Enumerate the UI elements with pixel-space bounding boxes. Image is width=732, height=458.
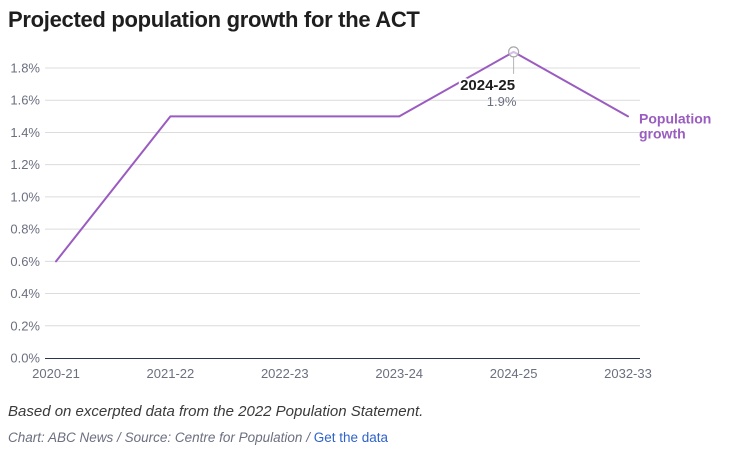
series-label-line: Population	[639, 110, 711, 126]
y-tick-label: 0.0%	[10, 351, 40, 366]
y-tick-label: 1.0%	[10, 189, 40, 204]
x-axis-ticks: 2020-21 2021-22 2022-23 2023-24 2024-25 2032-…	[32, 366, 652, 381]
x-tick-label: 2021-22	[147, 366, 195, 381]
series-population-growth: Population growth	[55, 50, 711, 263]
y-tick-label: 1.8%	[10, 61, 40, 76]
credit-separator: /	[306, 430, 310, 445]
x-tick-label: 2023-24	[375, 366, 423, 381]
annotation-period-halo: 2024-25	[460, 77, 515, 94]
series-label-line: growth	[639, 125, 686, 141]
x-tick-label: 2022-23	[261, 366, 309, 381]
line-chart: 0.0% 0.2% 0.4% 0.6% 0.8% 1.0% 1.2% 1.4% 1.6% 1.8%…	[10, 46, 711, 381]
get-the-data-link[interactable]: Get the data	[313, 430, 389, 445]
x-tick-label: 2024-25	[490, 366, 538, 381]
credit-chart-by: Chart: ABC News	[8, 430, 114, 445]
x-tick-label: 2032-33	[604, 366, 652, 381]
gridlines	[45, 67, 640, 327]
series-line	[55, 50, 629, 263]
y-tick-label: 0.4%	[10, 286, 40, 301]
credit-source: Source: Centre for Population	[124, 430, 303, 445]
series-label: Population growth	[639, 110, 711, 141]
annotation-value: 1.9%	[487, 94, 517, 109]
y-tick-label: 0.2%	[10, 318, 40, 333]
y-tick-label: 0.6%	[10, 254, 40, 269]
y-tick-label: 0.8%	[10, 222, 40, 237]
credit-separator: /	[117, 430, 121, 445]
y-tick-label: 1.2%	[10, 157, 40, 172]
annotation-period: 2024-25	[460, 77, 515, 94]
x-tick-label: 2020-21	[32, 366, 80, 381]
chart-credit: Chart: ABC News / Source: Centre for Pop…	[8, 430, 388, 445]
y-tick-label: 1.4%	[10, 125, 40, 140]
data-note: Based on excerpted data from the 2022 Po…	[8, 403, 424, 420]
chart-title: Projected population growth for the ACT	[8, 7, 420, 32]
y-tick-label: 1.6%	[10, 93, 40, 108]
y-axis-ticks: 0.0% 0.2% 0.4% 0.6% 0.8% 1.0% 1.2% 1.4% 1.6% 1.8%	[10, 61, 40, 366]
highlight-point	[507, 46, 520, 58]
